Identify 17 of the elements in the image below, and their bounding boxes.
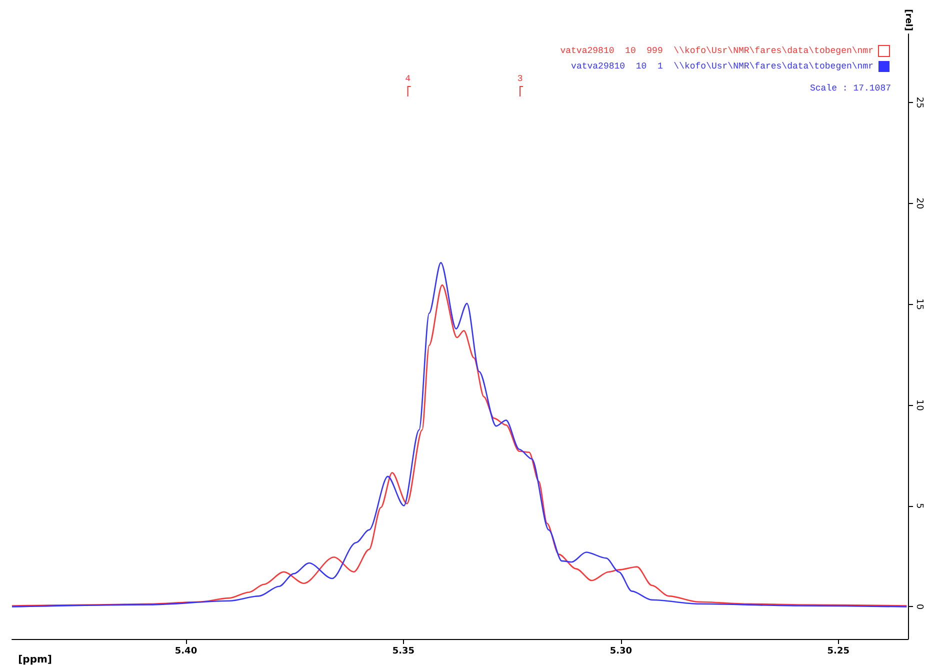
- y-tick-label: 15: [914, 298, 924, 310]
- x-tick-label: 5.25: [827, 646, 850, 656]
- annotation: 3: [517, 74, 523, 84]
- y-tick-label: 5: [914, 503, 924, 509]
- y-tick-label: 25: [914, 96, 924, 108]
- y-tick-label: 10: [914, 399, 924, 412]
- x-tick-label: 5.30: [610, 646, 632, 656]
- legend-label: vatva29810 10 1 \\kofo\Usr\NMR\fares\data\tobegen\nmr: [571, 62, 874, 72]
- legend-label: vatva29810 10 999 \\kofo\Usr\NMR\fares\data\tobegen\nmr: [560, 46, 874, 56]
- y-tick-label: 20: [914, 198, 924, 210]
- y-axis-title: [rel]: [903, 9, 913, 31]
- annotation: 4: [405, 74, 411, 84]
- x-axis-title: [ppm]: [18, 654, 52, 665]
- x-tick-label: 5.35: [392, 646, 415, 656]
- annotation: Scale : 17.1087: [810, 84, 891, 94]
- x-tick-label: 5.40: [174, 646, 198, 656]
- y-tick-label: 0: [914, 604, 924, 610]
